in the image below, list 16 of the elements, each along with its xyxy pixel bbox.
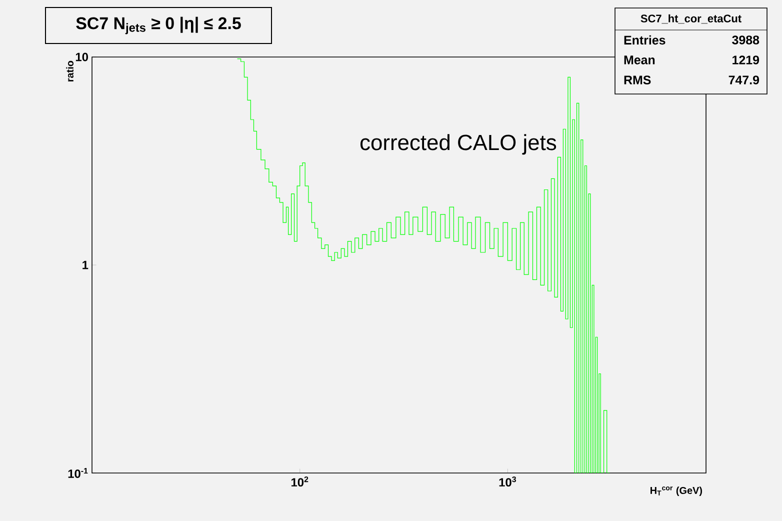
x-tick-label: 10$^{3}$	[499, 476, 516, 487]
x-axis-title: H$_{T}$$^{cor}$ (GeV)	[650, 486, 702, 496]
x-tick-label: 10$^{2}$	[291, 476, 308, 487]
text: 747.9	[728, 76, 760, 84]
annotation: RMS	[624, 76, 651, 84]
y-axis-title: ratio	[66, 60, 74, 82]
y-tick-label: 10	[76, 52, 88, 62]
text: 3988	[732, 36, 760, 44]
annotation: Mean	[624, 56, 655, 64]
y-tick-label: 1	[82, 260, 88, 270]
text: SC7_ht_cor_etaCut	[640, 14, 742, 24]
chart-title: SC7 N$_{jets}$ ≥ 0 |η| ≤ 2.5	[76, 16, 241, 34]
y-tick-label: 10$^{-1}$	[68, 468, 88, 478]
annotation: corrected CALO jets	[360, 134, 556, 155]
text: Entries	[624, 35, 666, 45]
text: 1219	[732, 56, 760, 64]
